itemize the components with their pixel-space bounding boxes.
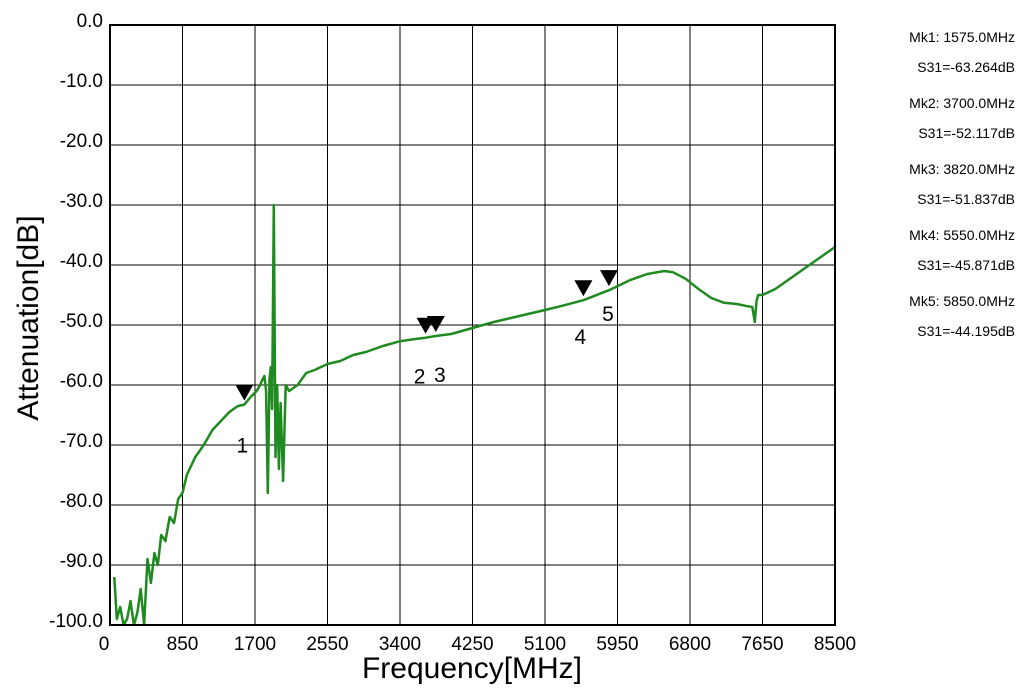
y-tick-label: -90.0 [60, 551, 103, 572]
y-tick-label: 0.0 [77, 11, 103, 32]
marker-readout-value: S31=-63.264dB [917, 59, 1015, 75]
x-tick-label: 1700 [234, 634, 276, 655]
x-axis-title: Frequency[MHz] [362, 652, 582, 685]
marker-readout-frequency: Mk3: 3820.0MHz [909, 161, 1015, 177]
marker-readout-frequency: Mk4: 5550.0MHz [909, 227, 1015, 243]
y-tick-label: -50.0 [60, 311, 103, 332]
markers: 1 2 3 45 [235, 270, 618, 458]
x-tick-label: 4250 [451, 634, 493, 655]
x-tick-label: 7650 [741, 634, 783, 655]
x-tick-label: 3400 [379, 634, 421, 655]
marker-triangle-5 [599, 270, 618, 287]
series-layer [113, 203, 836, 627]
grid-lines [110, 25, 835, 625]
marker-readouts: Mk1: 1575.0MHz S31=-63.264dB Mk2: 3700.0MH… [909, 29, 1015, 339]
y-tick-label: -70.0 [60, 431, 103, 452]
x-tick-label: 2550 [306, 634, 348, 655]
marker-triangle-1 [235, 384, 254, 401]
x-tick-labels: 0 850 1700 2550 3400 4250 5100 5950 6800 7650 8500 [99, 634, 856, 655]
series-line [113, 203, 836, 627]
marker-number-3: 3 [434, 364, 446, 387]
marker-readout-value: S31=-52.117dB [918, 125, 1015, 141]
plot-frame [109, 24, 836, 626]
y-axis-title: Attenuation[dB] [12, 215, 45, 420]
y-tick-label: -20.0 [60, 131, 103, 152]
marker-number-5: 5 [602, 303, 614, 326]
marker-readout-value: S31=-51.837dB [917, 191, 1015, 207]
x-tick-label: 5100 [524, 634, 566, 655]
y-tick-label: -80.0 [60, 491, 103, 512]
marker-readout-frequency: Mk1: 1575.0MHz [909, 29, 1015, 45]
y-tick-label: -40.0 [60, 251, 103, 272]
y-tick-label: -30.0 [60, 191, 103, 212]
marker-number-1: 1 [236, 435, 248, 458]
y-tick-labels: 0.0 -10.0 -20.0 -30.0 -40.0 -50.0 -60.0 -70.0 -8… [49, 11, 103, 632]
x-tick-label: 8500 [814, 634, 856, 655]
marker-number-2: 2 [414, 366, 426, 389]
marker-triangle-3 [426, 316, 445, 333]
x-tick-label: 850 [167, 634, 199, 655]
marker-readout-value: S31=-45.871dB [917, 257, 1015, 273]
y-tick-label: -10.0 [60, 71, 103, 92]
x-tick-label: 5950 [596, 634, 638, 655]
marker-number-4: 4 [575, 326, 587, 349]
marker-readout-frequency: Mk5: 5850.0MHz [909, 293, 1015, 309]
x-tick-label: 0 [99, 634, 110, 655]
y-tick-label: -100.0 [49, 611, 103, 632]
marker-readout-frequency: Mk2: 3700.0MHz [909, 95, 1015, 111]
x-tick-label: 6800 [669, 634, 711, 655]
y-tick-label: -60.0 [60, 371, 103, 392]
marker-triangle-4 [574, 280, 593, 297]
marker-readout-value: S31=-44.195dB [917, 323, 1015, 339]
